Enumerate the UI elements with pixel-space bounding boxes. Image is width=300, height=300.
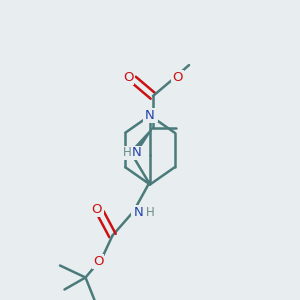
FancyBboxPatch shape: [126, 147, 144, 159]
Text: O: O: [173, 70, 183, 84]
FancyBboxPatch shape: [131, 206, 158, 218]
Text: O: O: [123, 70, 133, 84]
FancyBboxPatch shape: [171, 72, 185, 82]
Polygon shape: [130, 128, 153, 156]
Text: O: O: [93, 255, 104, 268]
Text: N: N: [145, 109, 155, 122]
Text: H: H: [146, 206, 155, 219]
Text: O: O: [92, 203, 102, 216]
Text: H: H: [146, 206, 155, 219]
FancyBboxPatch shape: [92, 256, 105, 267]
Text: N: N: [134, 206, 144, 219]
Text: N: N: [145, 109, 155, 122]
FancyBboxPatch shape: [142, 110, 158, 122]
Text: N: N: [134, 206, 144, 219]
Text: N: N: [131, 146, 141, 160]
Text: O: O: [92, 203, 102, 216]
FancyBboxPatch shape: [90, 204, 104, 215]
Text: O: O: [123, 71, 133, 85]
Text: H: H: [123, 146, 132, 160]
FancyBboxPatch shape: [121, 72, 135, 82]
Text: N: N: [131, 146, 141, 160]
Text: O: O: [173, 71, 183, 85]
Text: O: O: [93, 255, 104, 268]
Text: H: H: [123, 146, 132, 160]
